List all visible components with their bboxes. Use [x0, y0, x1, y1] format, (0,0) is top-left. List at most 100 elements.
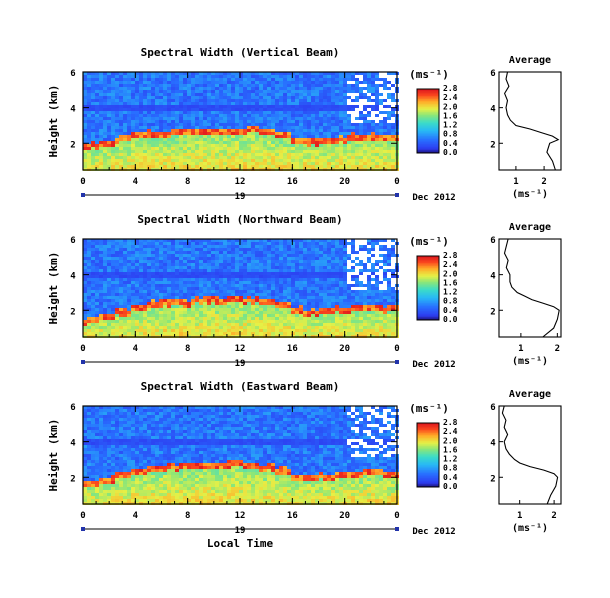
- heatmap-cell: [203, 242, 207, 245]
- heatmap-cell: [239, 132, 243, 135]
- heatmap-cell: [135, 260, 139, 263]
- heatmap-cell: [243, 257, 247, 260]
- heatmap-cell: [251, 284, 255, 287]
- heatmap-cell: [311, 326, 315, 329]
- heatmap-cell: [143, 111, 147, 114]
- heatmap-cell: [247, 102, 251, 105]
- heatmap-cell: [391, 111, 395, 114]
- heatmap-cell: [91, 266, 95, 269]
- heatmap-cell: [207, 323, 211, 326]
- heatmap-cell: [215, 269, 219, 272]
- heatmap-cell: [179, 302, 183, 305]
- heatmap-cell: [119, 248, 123, 251]
- heatmap-cell: [319, 159, 323, 162]
- heatmap-cell: [183, 105, 187, 108]
- heatmap-cell: [303, 90, 307, 93]
- heatmap-cell: [171, 290, 175, 293]
- heatmap-cell: [283, 144, 287, 147]
- heatmap-cell: [127, 132, 131, 135]
- heatmap-cell: [235, 272, 239, 275]
- heatmap-cell: [179, 317, 183, 320]
- heatmap-cell: [371, 159, 375, 162]
- heatmap-cell: [251, 102, 255, 105]
- heatmap-cell: [83, 314, 87, 317]
- heatmap-cell: [271, 126, 275, 129]
- heatmap-cell: [275, 326, 279, 329]
- heatmap-cell: [255, 317, 259, 320]
- heatmap-cell: [143, 126, 147, 129]
- heatmap-cell: [247, 90, 251, 93]
- heatmap-cell: [123, 165, 127, 168]
- heatmap-cell: [263, 135, 267, 138]
- heatmap-cell: [123, 150, 127, 153]
- heatmap-cell: [359, 108, 363, 111]
- heatmap-cell: [147, 242, 151, 245]
- heatmap-cell: [231, 266, 235, 269]
- heatmap-cell: [187, 147, 191, 150]
- heatmap-cell: [367, 156, 371, 159]
- heatmap-cell: [287, 260, 291, 263]
- heatmap-cell: [143, 117, 147, 120]
- heatmap-cell: [235, 320, 239, 323]
- heatmap-cell: [207, 281, 211, 284]
- heatmap-cell: [207, 293, 211, 296]
- heatmap-cell: [131, 287, 135, 290]
- heatmap-cell: [191, 263, 195, 266]
- heatmap-cell: [111, 159, 115, 162]
- heatmap-cell: [295, 332, 299, 335]
- heatmap-cell: [159, 242, 163, 245]
- heatmap-cell: [343, 299, 347, 302]
- heatmap-cell: [91, 111, 95, 114]
- heatmap-cell: [247, 93, 251, 96]
- heatmap-cell: [263, 102, 267, 105]
- heatmap-cell: [159, 114, 163, 117]
- heatmap-cell: [183, 138, 187, 141]
- heatmap-cell: [215, 75, 219, 78]
- heatmap-cell: [215, 159, 219, 162]
- heatmap-cell: [199, 93, 203, 96]
- heatmap-cell: [371, 90, 375, 93]
- heatmap-cell: [159, 302, 163, 305]
- heatmap-cell: [119, 311, 123, 314]
- heatmap-cell: [139, 78, 143, 81]
- heatmap-cell: [379, 129, 383, 132]
- heatmap-cell: [107, 251, 111, 254]
- heatmap-cell: [147, 254, 151, 257]
- heatmap-cell: [215, 72, 219, 75]
- heatmap-cell: [203, 272, 207, 275]
- heatmap-cell: [307, 150, 311, 153]
- heatmap-cell: [103, 141, 107, 144]
- heatmap-cell: [239, 159, 243, 162]
- heatmap-cell: [355, 239, 359, 242]
- heatmap-cell: [131, 326, 135, 329]
- heatmap-cell: [155, 320, 159, 323]
- heatmap-cell: [267, 75, 271, 78]
- heatmap-cell: [351, 254, 355, 257]
- heatmap-cell: [131, 84, 135, 87]
- heatmap-cell: [151, 102, 155, 105]
- heatmap-cell: [215, 314, 219, 317]
- heatmap-cell: [335, 323, 339, 326]
- heatmap-cell: [155, 84, 159, 87]
- heatmap-cell: [111, 272, 115, 275]
- heatmap-cell: [231, 156, 235, 159]
- heatmap-cell: [135, 320, 139, 323]
- heatmap-cell: [215, 290, 219, 293]
- heatmap-cell: [139, 278, 143, 281]
- heatmap-cell: [283, 165, 287, 168]
- heatmap-cell: [231, 78, 235, 81]
- heatmap-cell: [235, 117, 239, 120]
- heatmap-cell: [239, 138, 243, 141]
- heatmap-cell: [339, 257, 343, 260]
- heatmap-cell: [227, 114, 231, 117]
- heatmap-cell: [91, 332, 95, 335]
- heatmap-cell: [199, 105, 203, 108]
- heatmap-cell: [243, 308, 247, 311]
- heatmap-cell: [311, 299, 315, 302]
- heatmap-cell: [303, 150, 307, 153]
- heatmap-cell: [191, 248, 195, 251]
- colorbar-swatch: [417, 127, 439, 130]
- heatmap-cell: [107, 302, 111, 305]
- heatmap-cell: [155, 305, 159, 308]
- heatmap-cell: [271, 326, 275, 329]
